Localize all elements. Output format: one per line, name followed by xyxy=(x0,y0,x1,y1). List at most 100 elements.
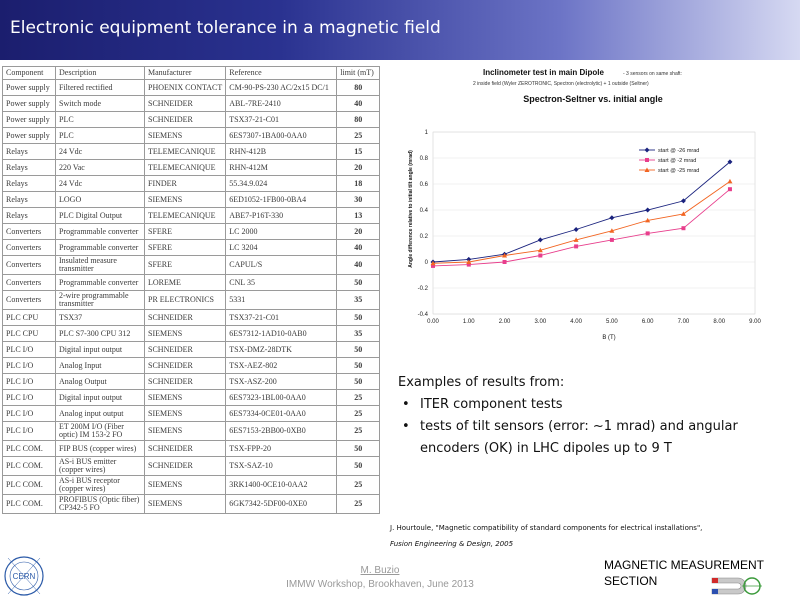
y-tick-labels: 1 0.8 0.6 0.4 0.2 0 -0.2 -0.4 xyxy=(418,130,429,318)
table-row: PLC I/O Digital input output SIEMENS 6ES732… xyxy=(2,389,381,406)
col-header-component: Component xyxy=(2,66,56,80)
cell-limit: 50 xyxy=(336,456,381,476)
cell-reference: 6ES7312-1AD10-0AB0 xyxy=(225,325,338,342)
legend-label: start @ -25 mrad xyxy=(658,168,699,174)
x-tick-label: 7.00 xyxy=(678,319,690,325)
cell-limit: 50 xyxy=(336,357,381,374)
data-point xyxy=(466,256,472,262)
cell-limit: 18 xyxy=(336,175,381,192)
series-line xyxy=(431,187,732,268)
x-tick-label: 1.00 xyxy=(463,319,475,325)
data-point xyxy=(681,226,686,231)
cell-limit: 40 xyxy=(336,239,381,256)
cell-reference: 3RK1400-0CE10-0AA2 xyxy=(225,475,338,495)
reference-authors-title: J. Hourtoule, "Magnetic compatibility of… xyxy=(390,524,703,532)
cell-limit: 50 xyxy=(336,341,381,358)
cell-limit: 80 xyxy=(336,79,381,96)
data-point xyxy=(538,253,543,258)
reference-citation: J. Hourtoule, "Magnetic compatibility of… xyxy=(390,520,790,552)
table-row: Converters Programmable converter LOREME CN… xyxy=(2,274,381,291)
cell-description: LOGO xyxy=(55,191,145,208)
cell-manufacturer: SIEMENS xyxy=(143,421,227,441)
legend-label: start @ -2 mrad xyxy=(658,158,696,164)
cell-manufacturer: SFERE xyxy=(143,239,227,256)
cell-manufacturer: SCHNEIDER xyxy=(143,440,227,457)
table-row: Power supply Switch mode SCHNEIDER ABL-7RE-… xyxy=(2,95,381,112)
chart-header-sub2: 2 inside field (Wyler ZEROTRONIC, Spectr… xyxy=(473,81,649,87)
cell-reference: 6ES7323-1BL00-0AA0 xyxy=(225,389,338,406)
cell-manufacturer: SIEMENS xyxy=(143,389,227,406)
y-tick-label: -0.2 xyxy=(418,286,429,292)
table-row: PLC COM. PROFIBUS (Optic fiber) CP342-5 F… xyxy=(2,494,381,514)
inclinometer-chart: Inclinometer test in main Dipole - 3 sen… xyxy=(393,64,773,354)
cell-reference: TSX-SAZ-10 xyxy=(225,456,338,476)
cell-manufacturer: LOREME xyxy=(143,274,227,291)
y-tick-label: 0.4 xyxy=(420,208,429,214)
cell-reference: 6ES7334-0CE01-0AA0 xyxy=(225,405,338,422)
cell-component: Power supply xyxy=(2,79,56,96)
cell-manufacturer: SIEMENS xyxy=(143,127,227,144)
cell-component: Relays xyxy=(2,191,56,208)
cell-reference: 6ED1052-1FB00-0BA4 xyxy=(225,191,338,208)
cell-description: FIP BUS (copper wires) xyxy=(55,440,145,457)
cell-limit: 25 xyxy=(336,475,381,495)
section-name-line1: MAGNETIC MEASUREMENT xyxy=(604,558,765,572)
cell-limit: 50 xyxy=(336,309,381,326)
cell-limit: 25 xyxy=(336,421,381,441)
cell-limit: 20 xyxy=(336,159,381,176)
data-point xyxy=(466,259,472,264)
data-point xyxy=(574,244,579,249)
cell-component: PLC I/O xyxy=(2,357,56,374)
title-bar: Electronic equipment tolerance in a magn… xyxy=(0,0,800,60)
cell-component: Relays xyxy=(2,175,56,192)
table-row: Relays 24 Vdc TELEMECANIQUE RHN-412B 15 xyxy=(2,143,381,160)
examples-heading: Examples of results from: xyxy=(398,375,565,390)
cell-limit: 80 xyxy=(336,111,381,128)
footer-event: IMMW Workshop, Brookhaven, June 2013 xyxy=(286,579,474,590)
x-tick-labels: 0.00 1.00 2.00 3.00 4.00 5.00 6.00 7.00 8.00 9.00 xyxy=(427,319,761,325)
cell-component: PLC COM. xyxy=(2,494,56,514)
cell-description: ET 200M I/O (Fiber optic) IM 153-2 FO xyxy=(55,421,145,441)
chart-background xyxy=(393,64,773,354)
cell-description: 24 Vdc xyxy=(55,143,145,160)
data-point xyxy=(644,167,650,172)
cell-component: Converters xyxy=(2,290,56,310)
cell-manufacturer: PHOENIX CONTACT xyxy=(143,79,227,96)
cell-reference: TSX-DMZ-28DTK xyxy=(225,341,338,358)
examples-block: Examples of results from: ITER component… xyxy=(398,372,778,460)
data-point xyxy=(502,253,508,258)
cell-description: Analog Output xyxy=(55,373,145,390)
footer-author: M. Buzio xyxy=(360,565,400,576)
table-row: PLC I/O Analog input output SIEMENS 6ES7334… xyxy=(2,405,381,422)
cell-description: 24 Vdc xyxy=(55,175,145,192)
data-point xyxy=(609,215,615,221)
data-point xyxy=(573,227,579,232)
cell-manufacturer: FINDER xyxy=(143,175,227,192)
data-point xyxy=(609,237,614,242)
cell-limit: 25 xyxy=(336,494,381,514)
cell-component: PLC I/O xyxy=(2,421,56,441)
cell-limit: 40 xyxy=(336,255,381,275)
legend-label: start @ -26 mrad xyxy=(658,148,699,154)
data-point xyxy=(645,231,650,236)
x-tick-label: 9.00 xyxy=(749,319,761,325)
x-tick-label: 4.00 xyxy=(570,319,582,325)
cell-component: Relays xyxy=(2,159,56,176)
table-row: Relays 24 Vdc FINDER 55.34.9.024 18 xyxy=(2,175,381,192)
cell-reference: TSX-AEZ-802 xyxy=(225,357,338,374)
cell-limit: 25 xyxy=(336,389,381,406)
cell-description: PROFIBUS (Optic fiber) CP342-5 FO xyxy=(55,494,145,514)
y-tick-label: 0.6 xyxy=(420,182,429,188)
table-row: PLC COM. AS-i BUS emitter (copper wires) S… xyxy=(2,456,381,476)
cell-component: PLC I/O xyxy=(2,341,56,358)
col-header-reference: Reference xyxy=(225,66,338,80)
col-header-limit: limit (mT) xyxy=(336,66,381,80)
data-point xyxy=(609,228,615,233)
x-axis-label: B (T) xyxy=(602,335,615,341)
cell-manufacturer: SCHNEIDER xyxy=(143,357,227,374)
data-point xyxy=(645,207,651,213)
table-row: PLC I/O Digital input output SCHNEIDER TSX-… xyxy=(2,341,381,358)
series-line xyxy=(430,178,733,266)
chart-title: Spectron-Seltner vs. initial angle xyxy=(523,94,663,104)
cell-reference: RHN-412B xyxy=(225,143,338,160)
